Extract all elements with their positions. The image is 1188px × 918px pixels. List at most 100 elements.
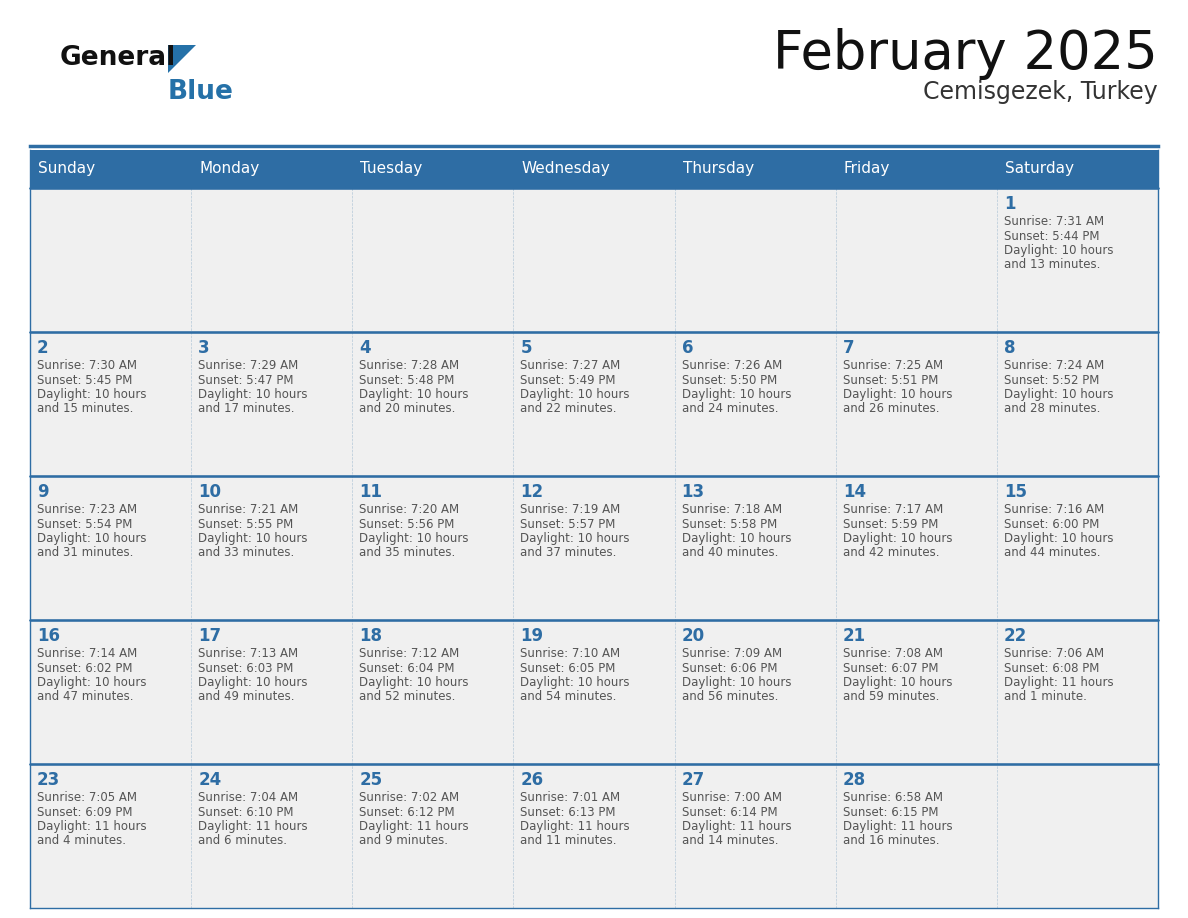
Text: Sunrise: 7:12 AM: Sunrise: 7:12 AM xyxy=(359,647,460,660)
Text: 8: 8 xyxy=(1004,339,1016,357)
Text: 11: 11 xyxy=(359,483,383,501)
Text: Sunset: 6:08 PM: Sunset: 6:08 PM xyxy=(1004,662,1099,675)
Text: Sunrise: 7:01 AM: Sunrise: 7:01 AM xyxy=(520,791,620,804)
Text: Sunset: 5:45 PM: Sunset: 5:45 PM xyxy=(37,374,132,386)
Text: Sunrise: 7:20 AM: Sunrise: 7:20 AM xyxy=(359,503,460,516)
Text: 14: 14 xyxy=(842,483,866,501)
Text: Thursday: Thursday xyxy=(683,162,753,176)
Text: Sunset: 6:06 PM: Sunset: 6:06 PM xyxy=(682,662,777,675)
Text: and 33 minutes.: and 33 minutes. xyxy=(198,546,295,559)
Text: Sunrise: 7:06 AM: Sunrise: 7:06 AM xyxy=(1004,647,1104,660)
Text: Sunrise: 7:10 AM: Sunrise: 7:10 AM xyxy=(520,647,620,660)
Text: Daylight: 10 hours: Daylight: 10 hours xyxy=(520,676,630,689)
Text: and 22 minutes.: and 22 minutes. xyxy=(520,402,617,416)
Text: 24: 24 xyxy=(198,771,221,789)
Text: Daylight: 10 hours: Daylight: 10 hours xyxy=(842,532,953,545)
Bar xyxy=(353,476,513,620)
Text: 12: 12 xyxy=(520,483,544,501)
Text: Daylight: 10 hours: Daylight: 10 hours xyxy=(359,532,469,545)
Text: 7: 7 xyxy=(842,339,854,357)
Text: Sunrise: 7:25 AM: Sunrise: 7:25 AM xyxy=(842,359,943,372)
Bar xyxy=(835,764,997,908)
Text: 15: 15 xyxy=(1004,483,1026,501)
Text: 23: 23 xyxy=(37,771,61,789)
Text: Daylight: 11 hours: Daylight: 11 hours xyxy=(359,820,469,833)
Text: Daylight: 10 hours: Daylight: 10 hours xyxy=(198,532,308,545)
Text: Daylight: 11 hours: Daylight: 11 hours xyxy=(682,820,791,833)
Text: 9: 9 xyxy=(37,483,49,501)
Text: Sunset: 5:55 PM: Sunset: 5:55 PM xyxy=(198,518,293,531)
Text: 3: 3 xyxy=(198,339,210,357)
Text: Sunset: 5:50 PM: Sunset: 5:50 PM xyxy=(682,374,777,386)
Text: and 54 minutes.: and 54 minutes. xyxy=(520,690,617,703)
Text: Sunrise: 7:26 AM: Sunrise: 7:26 AM xyxy=(682,359,782,372)
Text: Friday: Friday xyxy=(843,162,890,176)
Text: 13: 13 xyxy=(682,483,704,501)
Text: and 40 minutes.: and 40 minutes. xyxy=(682,546,778,559)
Text: Sunrise: 7:21 AM: Sunrise: 7:21 AM xyxy=(198,503,298,516)
Text: 5: 5 xyxy=(520,339,532,357)
Text: 17: 17 xyxy=(198,627,221,645)
Text: and 6 minutes.: and 6 minutes. xyxy=(198,834,287,847)
Text: Sunday: Sunday xyxy=(38,162,95,176)
Text: Sunrise: 7:16 AM: Sunrise: 7:16 AM xyxy=(1004,503,1104,516)
Bar xyxy=(513,332,675,476)
Bar xyxy=(675,620,835,764)
Bar xyxy=(191,476,353,620)
Text: and 11 minutes.: and 11 minutes. xyxy=(520,834,617,847)
Text: Sunset: 6:13 PM: Sunset: 6:13 PM xyxy=(520,805,615,819)
Bar xyxy=(513,476,675,620)
Text: Daylight: 10 hours: Daylight: 10 hours xyxy=(682,532,791,545)
Text: Daylight: 10 hours: Daylight: 10 hours xyxy=(682,676,791,689)
Bar xyxy=(30,620,191,764)
Text: and 28 minutes.: and 28 minutes. xyxy=(1004,402,1100,416)
Text: Sunrise: 7:14 AM: Sunrise: 7:14 AM xyxy=(37,647,138,660)
Text: Sunset: 5:54 PM: Sunset: 5:54 PM xyxy=(37,518,132,531)
Text: and 14 minutes.: and 14 minutes. xyxy=(682,834,778,847)
Text: 4: 4 xyxy=(359,339,371,357)
Text: Daylight: 10 hours: Daylight: 10 hours xyxy=(359,388,469,401)
Text: Daylight: 10 hours: Daylight: 10 hours xyxy=(37,676,146,689)
Text: and 17 minutes.: and 17 minutes. xyxy=(198,402,295,416)
Text: Sunset: 5:48 PM: Sunset: 5:48 PM xyxy=(359,374,455,386)
Text: Sunset: 5:57 PM: Sunset: 5:57 PM xyxy=(520,518,615,531)
Bar xyxy=(353,764,513,908)
Text: 25: 25 xyxy=(359,771,383,789)
Text: Sunrise: 7:17 AM: Sunrise: 7:17 AM xyxy=(842,503,943,516)
Bar xyxy=(30,150,1158,188)
Text: Sunset: 5:58 PM: Sunset: 5:58 PM xyxy=(682,518,777,531)
Text: 28: 28 xyxy=(842,771,866,789)
Text: Wednesday: Wednesday xyxy=(522,162,611,176)
Text: Sunrise: 7:24 AM: Sunrise: 7:24 AM xyxy=(1004,359,1104,372)
Text: and 35 minutes.: and 35 minutes. xyxy=(359,546,455,559)
Text: General: General xyxy=(61,45,176,71)
Text: 20: 20 xyxy=(682,627,704,645)
Bar xyxy=(997,188,1158,332)
Text: Sunset: 5:56 PM: Sunset: 5:56 PM xyxy=(359,518,455,531)
Text: and 37 minutes.: and 37 minutes. xyxy=(520,546,617,559)
Text: Sunset: 6:12 PM: Sunset: 6:12 PM xyxy=(359,805,455,819)
Text: 19: 19 xyxy=(520,627,544,645)
Bar xyxy=(30,332,191,476)
Text: Sunrise: 6:58 AM: Sunrise: 6:58 AM xyxy=(842,791,943,804)
Text: Sunset: 6:05 PM: Sunset: 6:05 PM xyxy=(520,662,615,675)
Text: 18: 18 xyxy=(359,627,383,645)
Text: Cemisgezek, Turkey: Cemisgezek, Turkey xyxy=(923,80,1158,104)
Text: and 31 minutes.: and 31 minutes. xyxy=(37,546,133,559)
Bar xyxy=(191,764,353,908)
Text: Daylight: 10 hours: Daylight: 10 hours xyxy=(198,388,308,401)
Text: 1: 1 xyxy=(1004,195,1016,213)
Text: Daylight: 10 hours: Daylight: 10 hours xyxy=(359,676,469,689)
Text: Daylight: 10 hours: Daylight: 10 hours xyxy=(1004,244,1113,257)
Bar xyxy=(353,620,513,764)
Text: and 26 minutes.: and 26 minutes. xyxy=(842,402,940,416)
Bar xyxy=(997,476,1158,620)
Bar xyxy=(191,188,353,332)
Text: Daylight: 10 hours: Daylight: 10 hours xyxy=(37,532,146,545)
Text: Sunset: 5:49 PM: Sunset: 5:49 PM xyxy=(520,374,615,386)
Text: and 56 minutes.: and 56 minutes. xyxy=(682,690,778,703)
Bar xyxy=(997,620,1158,764)
Text: and 16 minutes.: and 16 minutes. xyxy=(842,834,940,847)
Text: Sunset: 5:52 PM: Sunset: 5:52 PM xyxy=(1004,374,1099,386)
Bar xyxy=(513,188,675,332)
